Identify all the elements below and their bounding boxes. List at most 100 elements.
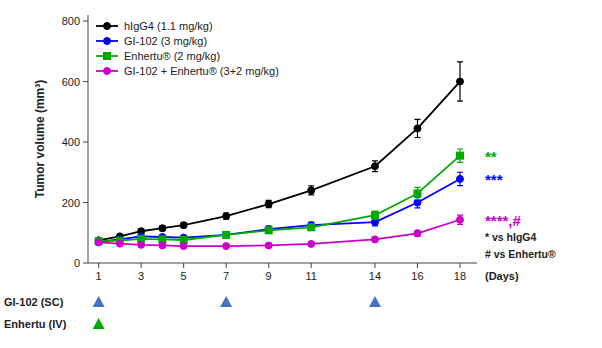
y-tick xyxy=(83,202,88,203)
error-bar xyxy=(266,200,272,207)
annotation: ****,# xyxy=(485,212,522,229)
annotation: *** xyxy=(485,171,503,188)
point xyxy=(223,231,230,238)
plot-area xyxy=(95,62,463,250)
series xyxy=(95,215,463,249)
x-tick-label: 7 xyxy=(223,270,229,282)
x-tick xyxy=(226,263,227,268)
y-tick-label: 600 xyxy=(62,76,80,88)
annotation: ** xyxy=(485,148,497,165)
error-bar xyxy=(414,119,420,137)
legend-label: Enhertu® (2 mg/kg) xyxy=(124,50,220,62)
x-tick xyxy=(98,263,99,268)
point xyxy=(159,242,166,249)
series xyxy=(95,62,463,244)
point xyxy=(371,163,378,170)
x-tick xyxy=(459,263,460,268)
point xyxy=(159,225,166,232)
dosing-label: Enhertu (IV) xyxy=(4,318,67,330)
x-tick xyxy=(311,263,312,268)
x-tick xyxy=(141,263,142,268)
error-bar xyxy=(308,186,314,195)
x-tick-label: 3 xyxy=(138,270,144,282)
point xyxy=(456,78,463,85)
y-axis-label: Tumor volume (mm³) xyxy=(33,80,47,198)
point xyxy=(180,243,187,250)
dosing-marker xyxy=(93,318,105,329)
point xyxy=(371,236,378,243)
point xyxy=(116,240,123,247)
point xyxy=(308,187,315,194)
y-tick xyxy=(83,81,88,82)
legend-label: GI-102 + Enhertu® (3+2 mg/kg) xyxy=(124,65,279,77)
error-bar xyxy=(414,187,420,199)
dosing-label: GI-102 (SC) xyxy=(4,296,64,308)
x-axis-label: (Days) xyxy=(485,270,519,282)
error-bar xyxy=(457,215,463,224)
series-line xyxy=(99,82,460,241)
error-bar xyxy=(457,62,463,101)
point xyxy=(456,216,463,223)
error-bar xyxy=(308,224,314,230)
error-bar xyxy=(372,161,378,172)
point xyxy=(95,239,102,246)
series-line xyxy=(99,156,460,242)
x-tick-label: 18 xyxy=(454,270,466,282)
point xyxy=(95,238,102,245)
x-tick-label: 14 xyxy=(369,270,381,282)
point xyxy=(265,227,272,234)
dosing-marker xyxy=(93,296,105,307)
series xyxy=(95,149,463,245)
series-line xyxy=(99,179,460,242)
y-tick xyxy=(83,21,88,22)
x-tick xyxy=(417,263,418,268)
legend-label: GI-102 (3 mg/kg) xyxy=(124,35,207,47)
point xyxy=(265,201,272,208)
series xyxy=(95,172,463,245)
point xyxy=(414,125,421,132)
y-tick xyxy=(83,142,88,143)
point xyxy=(371,212,378,219)
error-bar xyxy=(223,213,229,219)
x-tick xyxy=(268,263,269,268)
point xyxy=(180,222,187,229)
dosing-marker xyxy=(369,296,381,307)
x-tick xyxy=(183,263,184,268)
point xyxy=(265,242,272,249)
point xyxy=(308,224,315,231)
legend-marker xyxy=(104,38,111,45)
x-tick-label: 9 xyxy=(266,270,272,282)
x-tick-label: 5 xyxy=(181,270,187,282)
error-bar xyxy=(372,211,378,219)
x-tick xyxy=(374,263,375,268)
point xyxy=(414,190,421,197)
y-tick-label: 400 xyxy=(62,136,80,148)
point xyxy=(308,240,315,247)
legend-marker xyxy=(104,68,111,75)
y-axis xyxy=(88,15,89,263)
point xyxy=(456,152,463,159)
legend-marker xyxy=(104,53,111,60)
x-tick-label: 16 xyxy=(411,270,423,282)
point xyxy=(223,213,230,220)
error-bar xyxy=(457,172,463,185)
point xyxy=(414,230,421,237)
annotation: # vs Enhertu® xyxy=(485,248,556,260)
legend-label: hIgG4 (1.1 mg/kg) xyxy=(124,20,213,32)
x-axis xyxy=(88,263,477,264)
y-tick xyxy=(83,263,88,264)
point xyxy=(456,175,463,182)
x-tick-label: 11 xyxy=(305,270,316,282)
chart: 1 3 5 7 9 11 14 16 18 0 200 400 600 800 Tumor volume (… xyxy=(0,0,602,348)
point xyxy=(223,243,230,250)
dosing-marker xyxy=(220,296,232,307)
y-tick-label: 200 xyxy=(62,197,80,209)
y-tick-label: 0 xyxy=(74,257,80,269)
annotation: * vs hIgG4 xyxy=(485,231,537,243)
legend-marker xyxy=(104,23,111,30)
x-tick-label: 1 xyxy=(96,270,102,282)
error-bar xyxy=(457,149,463,162)
series-line xyxy=(99,220,460,246)
error-bar xyxy=(266,227,272,233)
y-tick-label: 800 xyxy=(62,15,80,27)
